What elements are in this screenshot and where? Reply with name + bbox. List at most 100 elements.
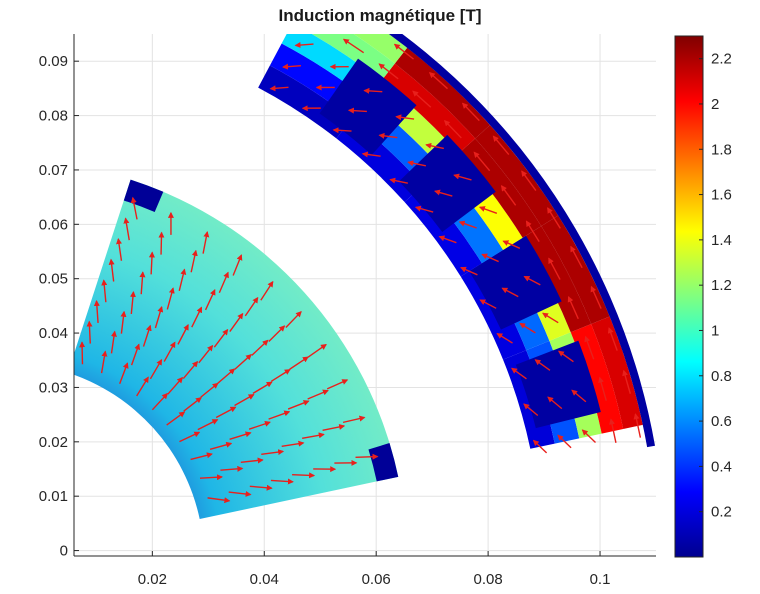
field-arrow — [240, 457, 264, 464]
field-arrow — [501, 287, 519, 298]
vector-field — [79, 0, 642, 504]
field-arrow — [378, 63, 399, 80]
field-arrow — [199, 474, 223, 481]
field-arrow — [590, 285, 602, 309]
x-tick-label: 0.08 — [474, 571, 503, 588]
colorbar-tick-label: 1.6 — [711, 187, 732, 204]
field-arrow — [163, 341, 176, 362]
field-arrow — [492, 135, 510, 156]
field-arrow — [523, 275, 541, 286]
field-plot — [74, 34, 656, 520]
tick-labels: 0.02 0.04 0.06 0.08 0.1 0 0.01 0.02 0.03 0.04 0.05… — [39, 53, 611, 588]
field-arrow — [177, 323, 189, 345]
field-arrow — [198, 344, 214, 364]
field-arrow — [209, 441, 233, 451]
field-arrow — [119, 362, 129, 384]
field-arrow — [260, 280, 274, 301]
field-arrow — [123, 217, 130, 241]
field-arrow — [207, 497, 231, 504]
field-arrow — [511, 367, 527, 380]
field-arrow — [523, 403, 539, 417]
field-arrow — [519, 322, 536, 334]
field-arrow — [142, 324, 152, 347]
field-arrow — [547, 396, 563, 410]
field-arrow — [389, 177, 408, 184]
field-arrow — [358, 19, 378, 32]
field-arrow — [607, 327, 618, 351]
colorbar: 0.2 0.4 0.6 0.8 1 1.2 1.4 1.6 1.8 2 2.2 — [674, 35, 732, 558]
colorbar-tick-label: 1.2 — [711, 277, 732, 294]
field-arrow — [197, 419, 219, 431]
field-arrow — [229, 431, 252, 440]
field-arrow — [261, 449, 285, 456]
field-arrow — [407, 160, 426, 167]
field-arrow — [158, 231, 165, 255]
colorbar-tick-label: 1.8 — [711, 141, 732, 158]
x-tick-label: 0.1 — [590, 571, 611, 588]
field-arrow — [581, 429, 596, 444]
colorbar-tick-label: 2 — [711, 96, 719, 113]
stator-cell — [475, 125, 559, 227]
field-arrow — [622, 369, 631, 394]
colorbar-scale — [674, 35, 704, 558]
field-arrow — [179, 431, 201, 443]
field-arrow — [557, 434, 572, 449]
field-arrow — [460, 266, 478, 276]
field-arrow — [557, 350, 574, 363]
field-arrow — [319, 0, 340, 7]
field-arrow — [200, 382, 219, 398]
stator-cell — [541, 215, 610, 324]
colorbar-tick-label: 2.2 — [711, 51, 732, 68]
stator-cell — [394, 47, 491, 139]
x-tick-label: 0.02 — [138, 571, 167, 588]
field-arrow — [496, 333, 513, 344]
field-arrow — [502, 240, 521, 249]
y-tick-label: 0.04 — [39, 325, 68, 342]
field-arrow — [178, 268, 187, 291]
field-arrow — [268, 410, 291, 420]
field-arrow — [215, 406, 237, 419]
stator-cell — [381, 63, 476, 154]
colorbar-tick-label: 0.4 — [711, 458, 732, 475]
field-arrow — [534, 359, 551, 371]
field-arrow — [287, 400, 310, 410]
field-arrow — [166, 411, 186, 426]
field-arrow — [307, 343, 327, 358]
field-arrow — [213, 328, 229, 348]
field-arrow — [229, 312, 244, 332]
field-arrow — [190, 249, 198, 273]
field-arrow — [148, 251, 155, 275]
field-arrow — [183, 397, 202, 412]
y-tick-label: 0.07 — [39, 162, 68, 179]
field-arrow — [282, 63, 302, 70]
field-arrow — [443, 119, 462, 139]
field-arrow — [268, 325, 286, 342]
field-arrow — [129, 291, 136, 314]
chart-title: Induction magnétique [T] — [278, 6, 482, 25]
rotor-pocket — [368, 443, 399, 482]
field-arrow — [220, 465, 244, 472]
field-arrow — [249, 484, 273, 491]
field-arrow — [363, 87, 383, 94]
field-arrow — [342, 38, 365, 54]
field-arrow — [294, 42, 314, 49]
field-arrow — [598, 376, 607, 401]
colorbar-tick-label: 0.6 — [711, 413, 732, 430]
stator-cell — [591, 316, 643, 430]
field-arrow — [130, 196, 138, 220]
field-arrow — [567, 295, 579, 320]
field-arrow — [414, 205, 434, 213]
field-arrow — [393, 43, 414, 60]
field-arrow — [307, 17, 328, 29]
y-tick-label: 0.01 — [39, 488, 68, 505]
axes — [73, 34, 656, 557]
field-arrow — [244, 296, 259, 317]
field-arrow — [228, 490, 252, 497]
field-arrow — [361, 151, 381, 158]
field-arrow — [281, 440, 305, 448]
field-arrow — [154, 305, 164, 329]
stator-cell — [458, 138, 542, 238]
field-arrow — [232, 254, 243, 276]
